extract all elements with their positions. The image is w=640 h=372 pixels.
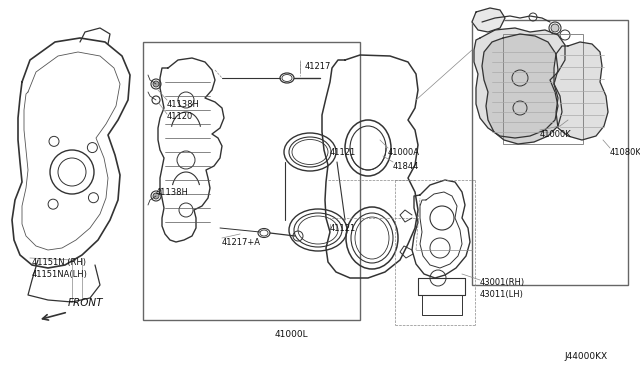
Text: FRONT: FRONT (68, 298, 104, 308)
Text: 41000A: 41000A (388, 148, 420, 157)
Text: 41120: 41120 (167, 112, 193, 121)
Bar (503, 34, 583, 144)
Text: 41217: 41217 (305, 62, 332, 71)
Circle shape (153, 193, 159, 199)
Circle shape (153, 81, 159, 87)
Text: 41080K: 41080K (610, 148, 640, 157)
Text: 41217+A: 41217+A (222, 238, 261, 247)
Circle shape (551, 24, 559, 32)
Text: 41844: 41844 (393, 162, 419, 171)
Polygon shape (474, 28, 565, 138)
Text: 41121: 41121 (330, 224, 356, 233)
Text: 41151N (RH): 41151N (RH) (32, 258, 86, 267)
Polygon shape (482, 34, 562, 144)
Text: 41138H: 41138H (167, 100, 200, 109)
Bar (472, 20, 628, 285)
Polygon shape (472, 8, 505, 32)
Text: 41151NA(LH): 41151NA(LH) (32, 270, 88, 279)
Polygon shape (554, 42, 608, 140)
Text: 43011(LH): 43011(LH) (480, 290, 524, 299)
Text: J44000KX: J44000KX (564, 352, 607, 361)
Text: 41000L: 41000L (275, 330, 308, 339)
Text: 41000K: 41000K (540, 130, 572, 139)
Text: 41138H: 41138H (156, 188, 189, 197)
Text: 43001(RH): 43001(RH) (480, 278, 525, 287)
Bar (143, 42, 360, 320)
Text: 41121: 41121 (330, 148, 356, 157)
